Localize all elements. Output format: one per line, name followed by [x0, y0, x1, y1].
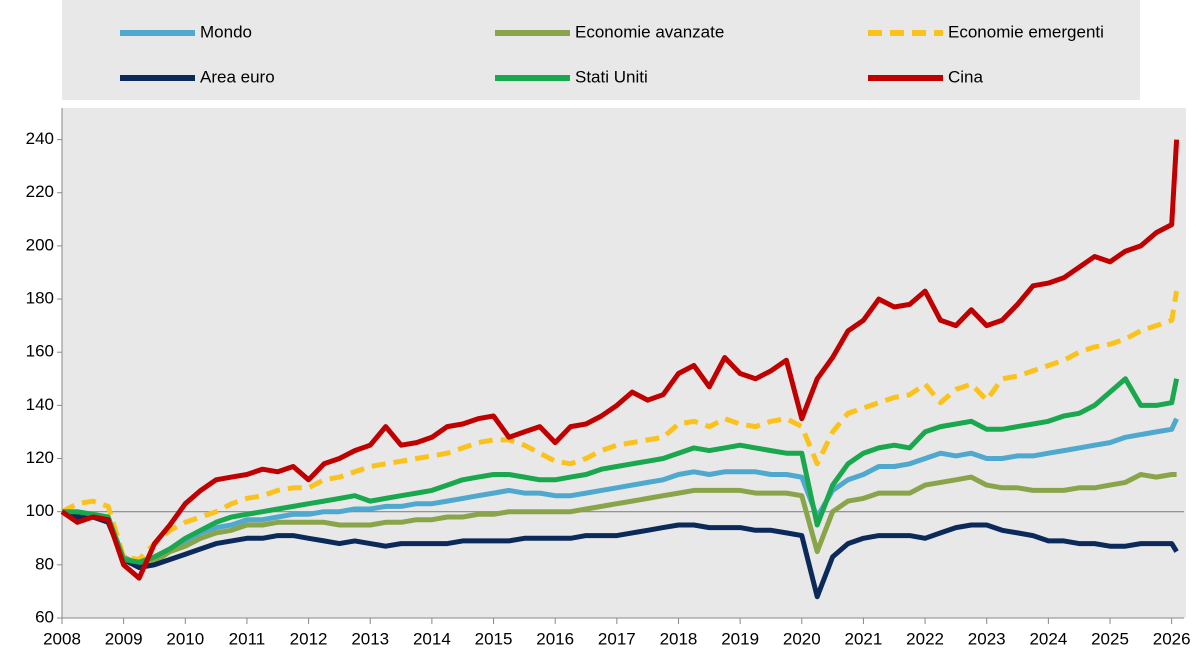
legend-label: Stati Uniti — [575, 67, 648, 86]
y-tick-label: 80 — [35, 554, 54, 573]
y-tick-label: 200 — [26, 235, 54, 254]
y-tick-label: 120 — [26, 448, 54, 467]
x-tick-label: 2013 — [351, 629, 389, 648]
x-tick-label: 2018 — [660, 629, 698, 648]
legend-box — [62, 0, 1140, 100]
x-tick-label: 2009 — [105, 629, 143, 648]
y-tick-label: 100 — [26, 501, 54, 520]
series-line — [61, 509, 1179, 600]
x-tick-label: 2016 — [536, 629, 574, 648]
x-tick-label: 2022 — [906, 629, 944, 648]
y-tick-label: 240 — [26, 129, 54, 148]
y-tick-label: 160 — [26, 342, 54, 361]
x-tick-label: 2011 — [229, 629, 266, 648]
x-tick-label: 2023 — [968, 629, 1006, 648]
y-tick-label: 60 — [35, 607, 54, 626]
x-tick-label: 2019 — [721, 629, 759, 648]
legend-label: Mondo — [200, 22, 252, 41]
x-tick-label: 2017 — [598, 629, 636, 648]
series-line — [61, 417, 1179, 568]
series-line — [60, 139, 1180, 581]
x-tick-label: 2008 — [43, 629, 81, 648]
series-line — [61, 472, 1177, 568]
legend-label: Economie avanzate — [575, 22, 724, 41]
series-line — [62, 376, 1180, 565]
x-tick-label: 2021 — [845, 629, 883, 648]
legend-label: Economie emergenti — [948, 22, 1104, 41]
x-tick-label: 2026 — [1153, 629, 1191, 648]
x-tick-label: 2024 — [1029, 629, 1067, 648]
x-tick-label: 2010 — [166, 629, 204, 648]
x-tick-label: 2020 — [783, 629, 821, 648]
y-tick-label: 180 — [26, 289, 54, 308]
legend-label: Cina — [948, 67, 984, 86]
x-tick-label: 2012 — [290, 629, 328, 648]
x-tick-label: 2025 — [1091, 629, 1129, 648]
y-tick-label: 220 — [26, 182, 54, 201]
x-tick-label: 2014 — [413, 629, 451, 648]
series-line — [60, 290, 1180, 562]
y-tick-label: 140 — [26, 395, 54, 414]
legend-label: Area euro — [200, 67, 275, 86]
x-tick-label: 2015 — [475, 629, 513, 648]
